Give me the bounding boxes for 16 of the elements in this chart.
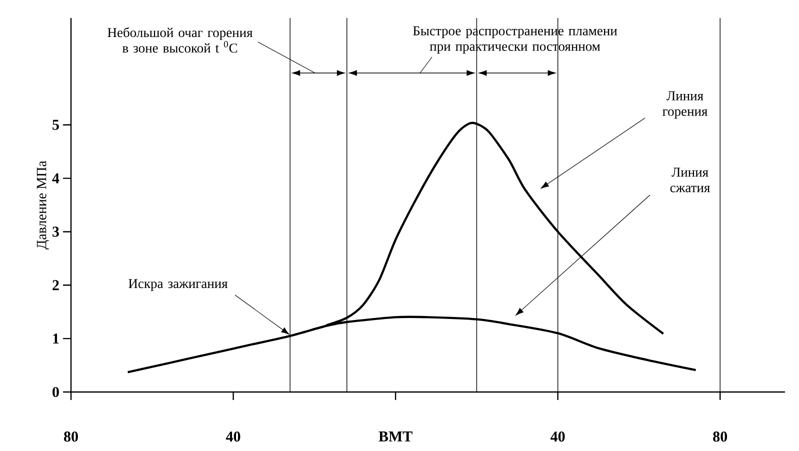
y-tick-label: 3 xyxy=(52,226,59,237)
x-tick-label: 40 xyxy=(550,432,565,442)
y-tick-label: 1 xyxy=(53,334,59,344)
y-tick-label: 0 xyxy=(52,386,59,398)
x-tick-label: 80 xyxy=(64,432,78,442)
annotation: Линия сжатия xyxy=(670,168,710,192)
x-tick-label: BMT xyxy=(378,432,412,442)
annotation: Искра зажигания xyxy=(128,279,228,291)
x-tick-label: 80 xyxy=(713,432,728,442)
annotation: Линия горения xyxy=(662,91,708,119)
y-axis-title: Давление МПа xyxy=(36,160,50,250)
y-tick-label: 4 xyxy=(52,173,60,184)
y-tick-label: 5 xyxy=(52,120,59,130)
y-tick-label: 2 xyxy=(52,280,59,290)
annotation: Небольшой очаг горения в зоне высокой t $^{0}$C xyxy=(108,27,253,53)
x-tick-label: 40 xyxy=(226,432,240,442)
